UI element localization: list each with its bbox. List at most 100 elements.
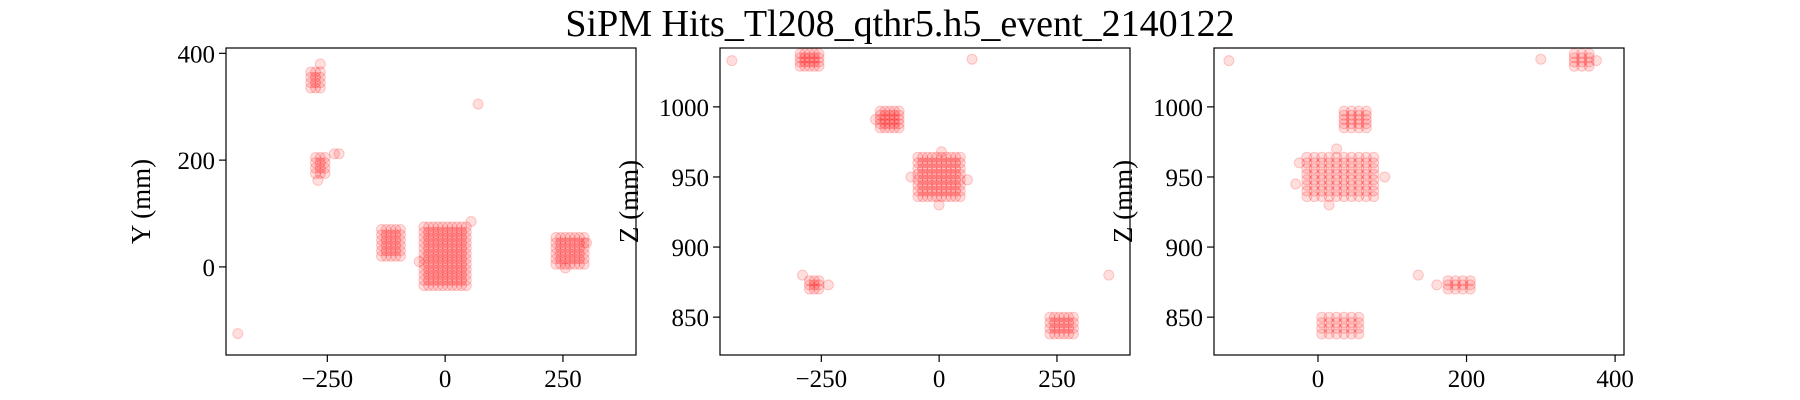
- data-point: [460, 237, 472, 249]
- data-point: [1368, 185, 1380, 197]
- data-point: [921, 163, 933, 175]
- data-point: [893, 122, 905, 134]
- data-point: [1345, 105, 1357, 117]
- data-point: [950, 185, 962, 197]
- data-point: [437, 264, 449, 276]
- data-point: [1331, 328, 1343, 340]
- data-point: [413, 256, 425, 268]
- data-point: [888, 114, 900, 125]
- data-point: [456, 258, 468, 270]
- data-point: [569, 253, 581, 265]
- data-point: [394, 250, 406, 262]
- data-point: [874, 114, 886, 125]
- data-point: [926, 185, 938, 197]
- data-point: [926, 157, 938, 169]
- data-point: [432, 269, 444, 281]
- data-point: [1058, 317, 1070, 329]
- data-point: [931, 185, 943, 197]
- data-point: [794, 60, 806, 72]
- data-point: [879, 122, 891, 134]
- data-point: [427, 280, 439, 292]
- data-point: [945, 179, 957, 191]
- data-point: [451, 274, 463, 286]
- data-point: [432, 264, 444, 276]
- data-point: [446, 269, 458, 281]
- data-point: [945, 168, 957, 180]
- data-point: [1323, 174, 1335, 186]
- data-point: [427, 258, 439, 270]
- data-point: [1353, 157, 1365, 169]
- data-point: [808, 52, 820, 64]
- data-point: [1360, 122, 1372, 134]
- data-point: [314, 82, 326, 94]
- data-point: [456, 253, 468, 265]
- data-point: [1568, 60, 1580, 72]
- data-point: [921, 168, 933, 180]
- data-point: [442, 226, 453, 238]
- data-point: [564, 253, 576, 265]
- data-point: [564, 258, 576, 270]
- data-point: [794, 52, 806, 64]
- data-point: [380, 240, 392, 251]
- data-point: [1360, 151, 1372, 163]
- data-point: [1353, 179, 1365, 191]
- data-point: [912, 179, 924, 191]
- data-point: [874, 105, 886, 117]
- data-point: [427, 242, 439, 254]
- subplot-1: −250 0 250 0 200 400 Y (mm): [126, 41, 637, 393]
- data-point: [893, 109, 905, 121]
- data-point: [427, 264, 439, 276]
- y-tick-label: 850: [672, 305, 710, 332]
- data-point: [926, 151, 938, 163]
- y-tick-label: 900: [1166, 235, 1204, 262]
- data-point: [1368, 168, 1380, 180]
- data-point: [314, 66, 326, 78]
- data-point: [940, 185, 952, 197]
- data-point: [380, 250, 392, 262]
- data-point: [423, 264, 435, 276]
- data-point: [1308, 157, 1320, 169]
- data-point: [1338, 122, 1350, 134]
- data-point: [1345, 157, 1357, 169]
- data-point: [954, 163, 966, 175]
- data-point: [1345, 168, 1357, 180]
- data-point: [1353, 311, 1365, 323]
- data-point: [578, 258, 590, 270]
- data-point: [1583, 52, 1595, 64]
- data-point: [1360, 109, 1372, 121]
- data-point: [310, 77, 321, 89]
- data-point: [1457, 283, 1469, 295]
- data-point: [808, 279, 820, 291]
- data-point: [559, 242, 571, 254]
- data-point: [472, 98, 484, 110]
- data-point: [451, 226, 463, 238]
- data-point: [418, 253, 430, 265]
- data-point: [446, 221, 458, 233]
- data-point: [550, 237, 562, 249]
- data-point: [314, 71, 326, 83]
- data-point: [931, 151, 943, 163]
- data-point: [804, 60, 815, 72]
- data-point: [954, 157, 966, 169]
- data-point: [442, 269, 453, 281]
- data-point: [1316, 168, 1328, 180]
- data-point: [1360, 168, 1372, 180]
- data-point: [1457, 279, 1469, 291]
- data-point: [460, 253, 472, 265]
- data-point: [446, 253, 458, 265]
- data-point: [423, 237, 435, 249]
- data-point: [390, 229, 402, 241]
- x-tick-label: 0: [933, 366, 946, 393]
- data-point: [418, 232, 430, 243]
- data-point: [1331, 157, 1343, 169]
- data-point: [380, 245, 392, 257]
- data-point: [578, 237, 590, 249]
- data-point: [1308, 168, 1320, 180]
- data-point: [1360, 114, 1372, 125]
- data-point: [804, 56, 815, 68]
- data-point: [912, 185, 924, 197]
- data-point: [460, 264, 472, 276]
- data-point: [921, 179, 933, 191]
- data-point: [442, 253, 453, 265]
- data-point: [813, 279, 825, 291]
